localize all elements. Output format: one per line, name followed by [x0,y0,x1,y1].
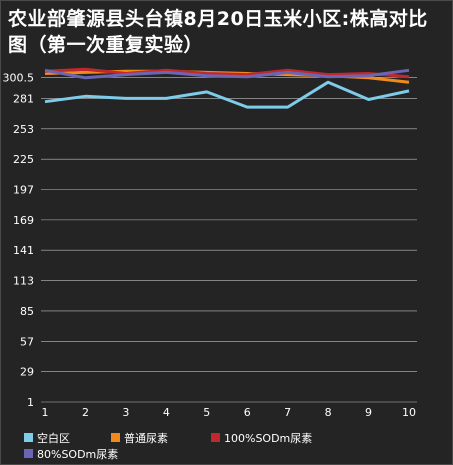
chart-grid [41,76,417,403]
y-tick-label-9: 57 [20,335,34,348]
series-line-2 [44,67,410,79]
legend-swatch-100-sodm-urea [211,433,220,442]
x-tick-label-7: 7 [284,406,291,419]
series-lines [44,67,410,109]
y-tick-label-6: 141 [13,244,34,257]
y-tick-label-4: 197 [13,184,34,197]
x-axis-tick-labels: 1 2 3 4 5 6 7 8 9 10 [42,406,417,419]
legend-item-100-sodm-urea: 100%SODm尿素 [211,430,312,445]
legend-label-80-sodm-urea: 80%SODm尿素 [37,447,119,461]
legend-item-80-sodm-urea: 80%SODm尿素 [24,446,118,461]
y-tick-label-0: 300.5 [3,71,35,84]
legend-label-regular-urea: 普通尿素 [124,431,168,445]
y-tick-label-2: 253 [13,123,34,136]
x-tick-label-4: 4 [163,406,170,419]
x-tick-label-1: 1 [42,406,49,419]
y-tick-label-5: 169 [13,214,34,227]
chart-legend: 空白区 普通尿素 100%SODm尿素 80%SODm尿素 [24,430,444,464]
x-tick-label-6: 6 [244,406,251,419]
x-tick-label-9: 9 [365,406,372,419]
series-line-3 [44,68,410,80]
y-tick-label-11: 1 [27,396,34,409]
x-tick-label-2: 2 [82,406,89,419]
legend-swatch-blank [24,433,33,442]
series-line-0 [44,80,410,109]
y-tick-label-1: 281 [13,92,34,105]
y-tick-label-3: 225 [13,153,34,166]
chart-title: 农业部肇源县头台镇8月20日玉米小区:株高对比图（第一次重复实验） [8,8,428,56]
x-tick-label-8: 8 [325,406,332,419]
x-tick-label-3: 3 [122,406,129,419]
legend-item-regular-urea: 普通尿素 [111,430,168,445]
y-tick-label-7: 113 [13,275,34,288]
legend-swatch-regular-urea [111,433,120,442]
y-tick-label-8: 85 [20,305,34,318]
legend-label-100-sodm-urea: 100%SODm尿素 [224,431,313,445]
legend-label-blank: 空白区 [37,431,70,445]
x-tick-label-10: 10 [402,406,416,419]
x-tick-label-5: 5 [203,406,210,419]
y-tick-label-10: 29 [20,366,34,379]
y-axis-tick-labels: 300.5 281 253 225 197 169 141 113 85 57 29 1 [3,71,35,409]
legend-swatch-80-sodm-urea [24,449,33,458]
legend-item-blank: 空白区 [24,430,70,445]
